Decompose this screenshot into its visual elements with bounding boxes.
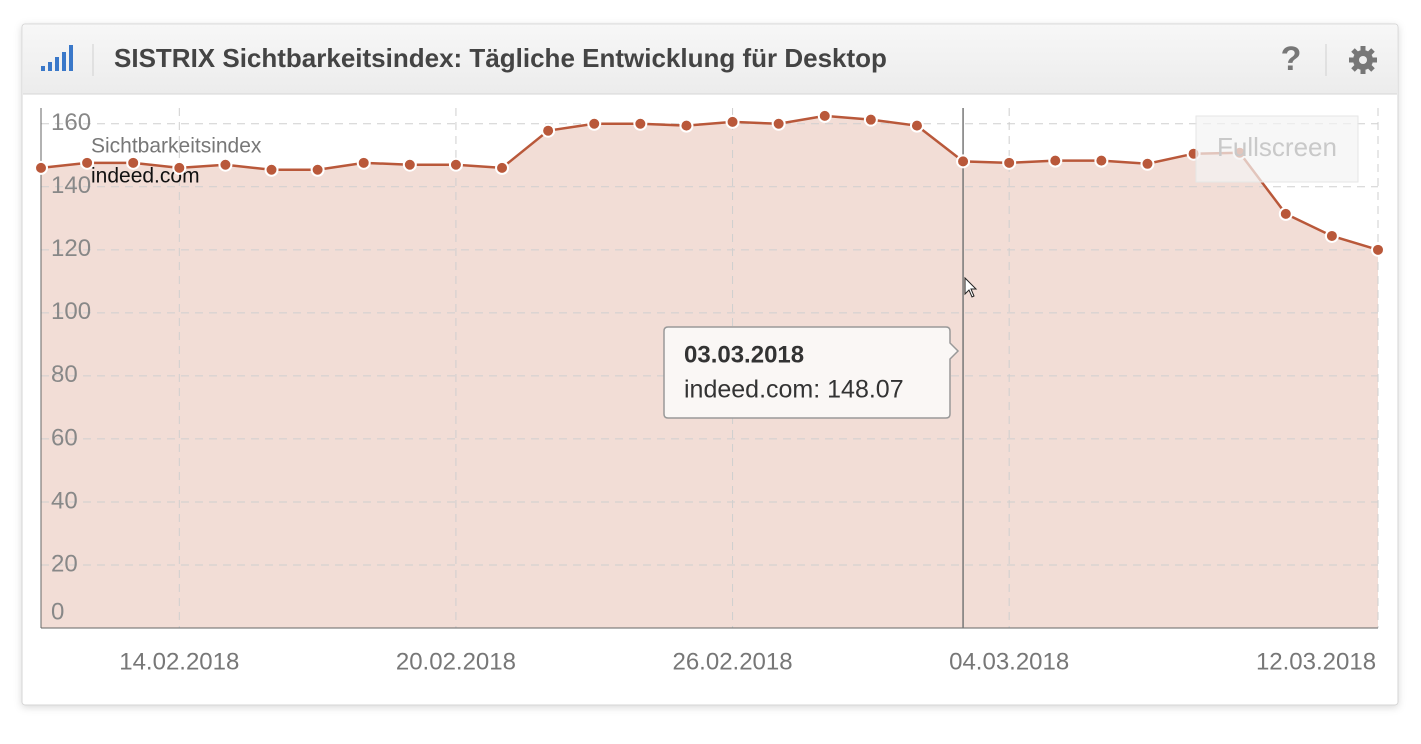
- point: [218, 157, 233, 172]
- y-tick-label: 120: [51, 235, 91, 262]
- y-tick-label: 100: [51, 298, 91, 325]
- tooltip-title: 03.03.2018: [684, 341, 804, 368]
- point: [817, 108, 832, 123]
- y-tick-label: 160: [51, 109, 91, 136]
- signal-icon: [41, 45, 73, 71]
- legend-label: indeed.com: [91, 165, 200, 188]
- help-icon[interactable]: ?: [1281, 40, 1302, 78]
- tooltip-box: [663, 326, 960, 419]
- point: [126, 155, 141, 170]
- y-tick-label: 60: [51, 424, 78, 451]
- x-tick-label: 14.02.2018: [119, 648, 239, 675]
- y-tick-label: 40: [51, 487, 78, 514]
- point: [1324, 228, 1339, 243]
- point: [587, 116, 602, 131]
- point: [725, 114, 740, 129]
- point: [1371, 242, 1385, 257]
- point: [34, 160, 48, 175]
- point: [633, 116, 648, 131]
- point: [80, 155, 95, 170]
- point: [541, 123, 556, 138]
- y-tick-label: 0: [51, 598, 64, 625]
- point: [310, 162, 325, 177]
- point: [448, 157, 463, 172]
- point: [679, 118, 694, 133]
- x-tick-label: 04.03.2018: [949, 648, 1069, 675]
- fullscreen-label[interactable]: Fullscreen: [1217, 132, 1337, 162]
- point: [172, 160, 187, 175]
- x-tick-label: 12.03.2018: [1256, 648, 1376, 675]
- line: [40, 114, 1379, 252]
- point: [495, 160, 510, 175]
- point: [1094, 153, 1109, 168]
- point: [356, 155, 371, 170]
- y-tick-label: 80: [51, 361, 78, 388]
- point: [771, 116, 786, 131]
- point: [863, 112, 878, 127]
- point: [402, 157, 417, 172]
- point: [1140, 156, 1155, 171]
- y-tick-label: 140: [51, 172, 91, 199]
- x-tick-label: 20.02.2018: [396, 648, 516, 675]
- y-axis-title: Sichtbarkeitsindex: [91, 135, 262, 158]
- point: [909, 118, 924, 133]
- tooltip-label: indeed.com: 148.07: [684, 376, 904, 404]
- point: [264, 162, 279, 177]
- point: [1278, 206, 1293, 221]
- card-header: [23, 25, 1397, 94]
- cursor: [964, 276, 978, 298]
- header-title: SISTRIX Sichtbarkeitsindex: Tägliche Ent…: [114, 43, 887, 73]
- fullscreen-button[interactable]: [1195, 115, 1359, 183]
- x-tick-label: 26.02.2018: [672, 648, 792, 675]
- point: [1002, 155, 1017, 170]
- y-tick-label: 20: [51, 550, 78, 577]
- point: [1048, 153, 1063, 168]
- settings-icon[interactable]: [1349, 46, 1377, 74]
- point: [956, 154, 971, 169]
